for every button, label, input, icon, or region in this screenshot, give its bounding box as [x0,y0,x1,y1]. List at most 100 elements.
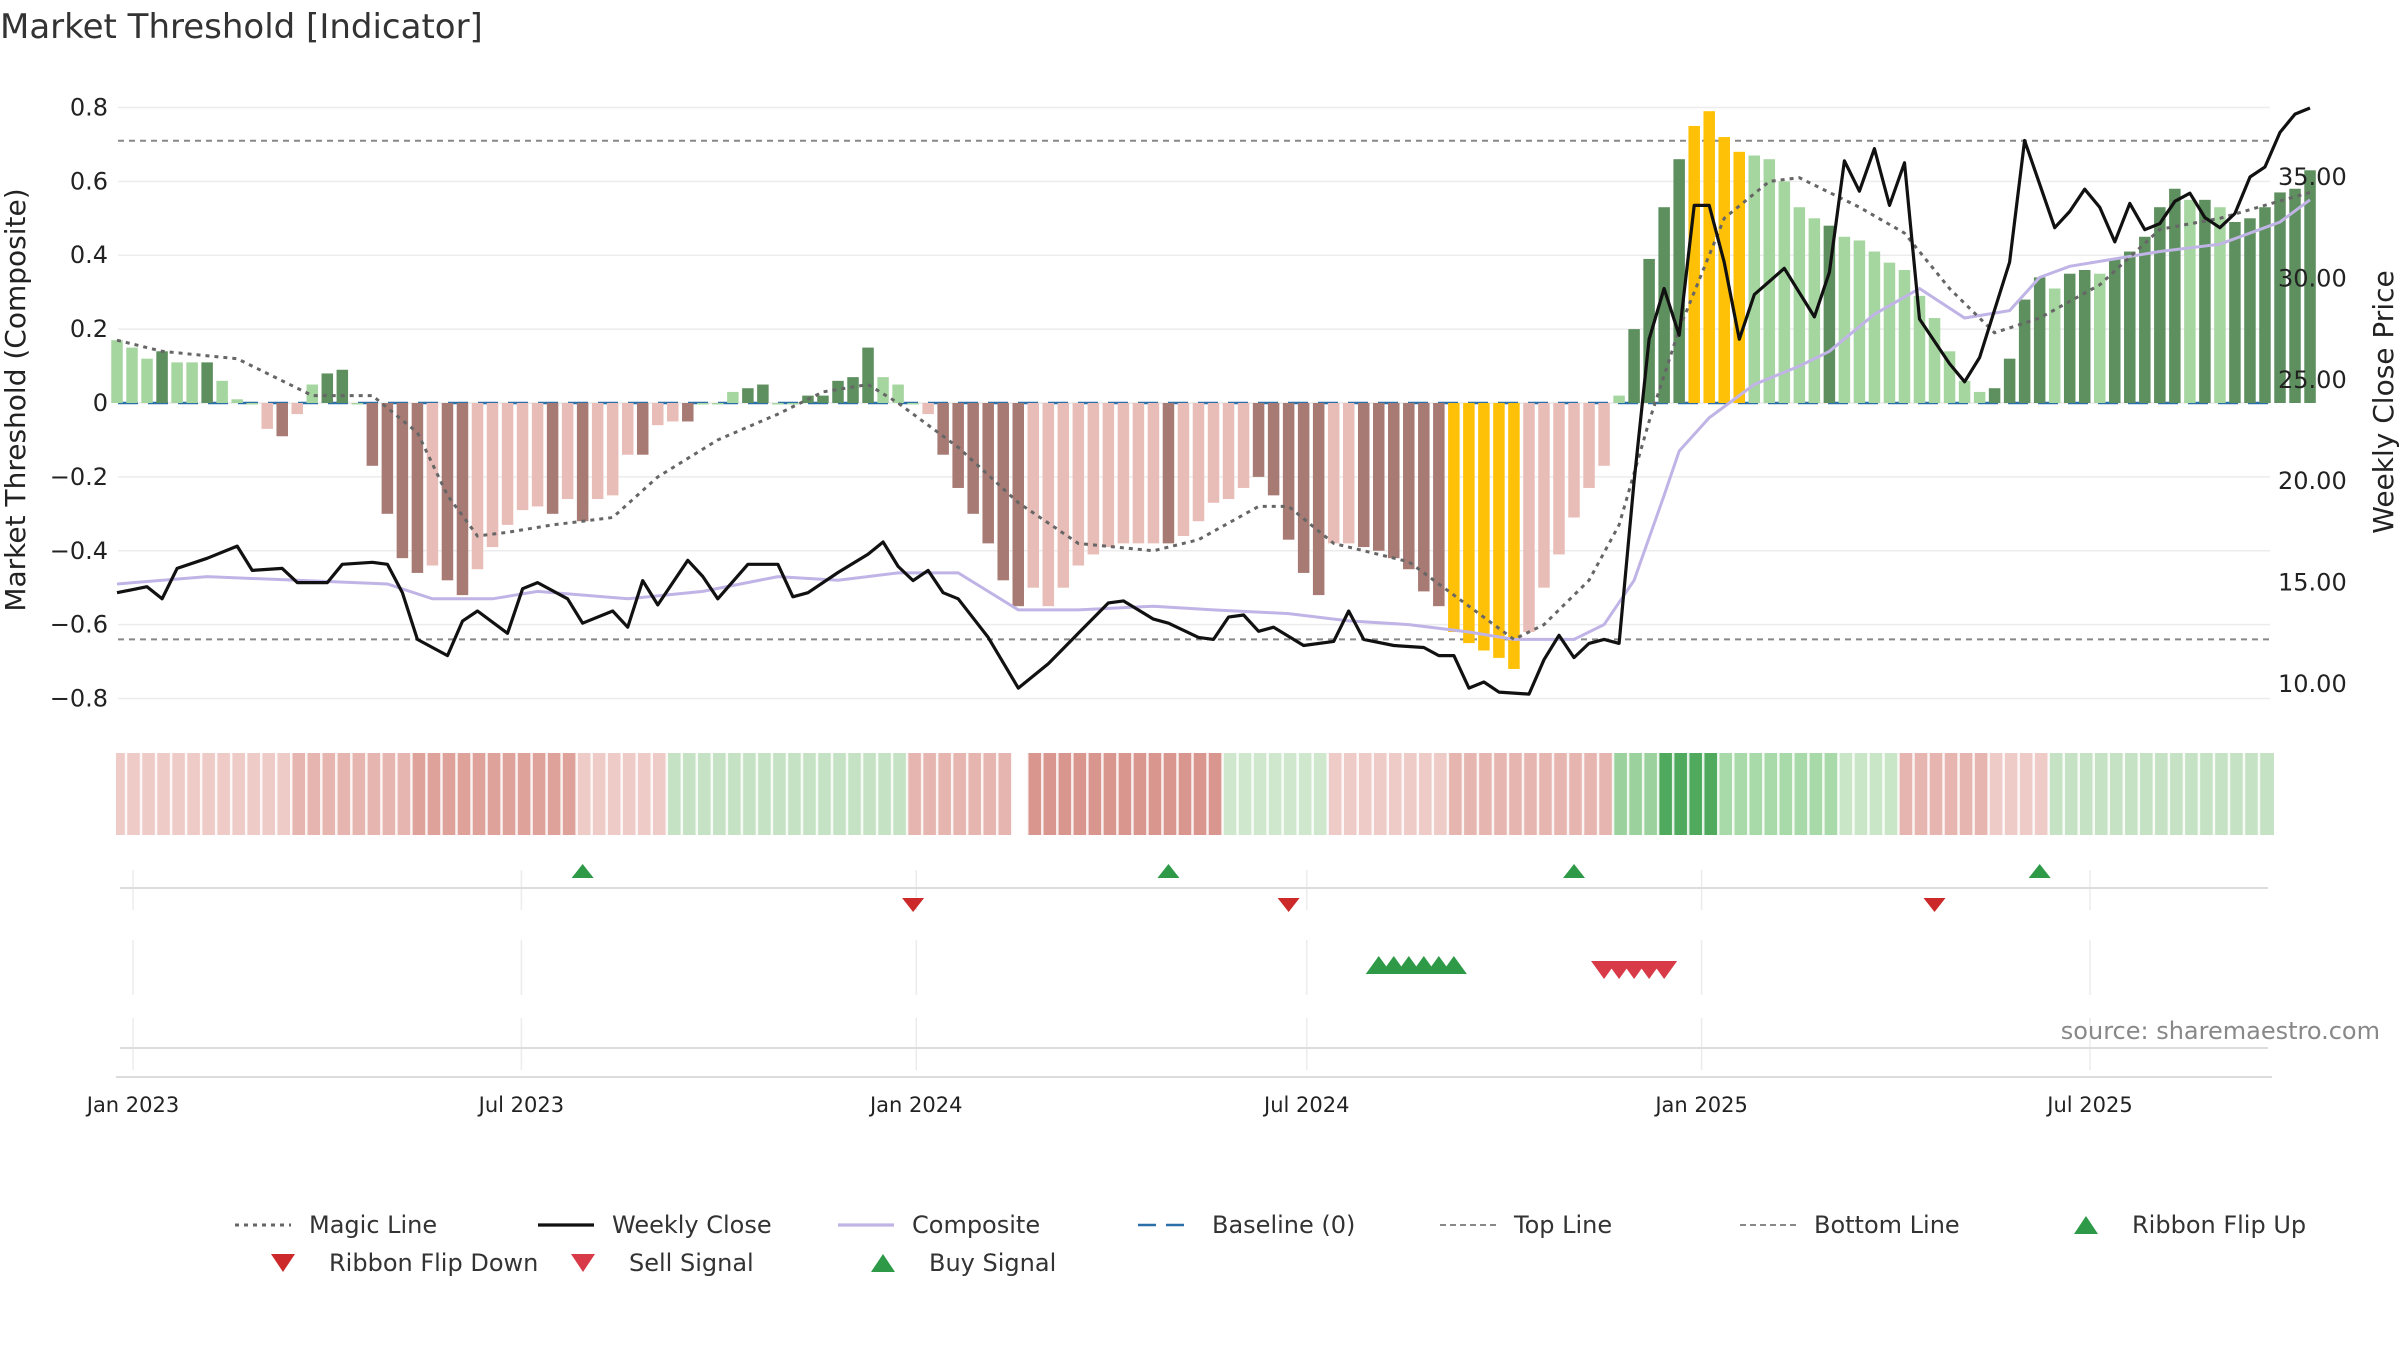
composite-bar [1598,403,1610,466]
y-tick-label: −0.4 [50,537,108,565]
reference-lines [118,139,2270,641]
composite-line [116,198,2311,641]
composite-bar [1327,403,1340,544]
composite-bar [1688,125,1700,403]
composite-bar [757,384,769,403]
composite-bar [2274,192,2286,403]
composite-bar [997,403,1009,581]
composite-bar [351,403,364,405]
composite-bar [787,403,799,405]
composite-bar [2048,288,2061,403]
y2-tick-label: 30.00 [2278,264,2347,292]
composite-bar [2078,270,2091,403]
composite-bar [1973,391,1986,403]
y2-tick-label: 15.00 [2278,569,2347,597]
composite-bar [727,391,739,403]
composite-bar [2124,251,2136,403]
x-tick-label: Jan 2024 [868,1093,963,1117]
composite-bar [1913,295,1926,403]
y-axis-label: Market Threshold (Composite) [0,188,32,611]
composite-bar [1538,403,1550,588]
composite-bar [1673,159,1685,403]
y-tick-label: 0.6 [70,167,108,195]
composite-bar [1042,403,1055,607]
legend-item: Top Line [1440,1211,1612,1239]
composite-bar [306,384,319,403]
composite-bar [396,403,409,559]
composite-bar [2229,221,2241,403]
composite-bar [1553,403,1565,555]
composite-bar [336,369,349,403]
legend-item: Magic Line [235,1211,437,1239]
legend-item: Sell Signal [571,1249,754,1277]
y2-tick-label: 20.00 [2278,467,2347,495]
legend-label: Weekly Close [612,1211,772,1239]
composite-bar [321,373,334,403]
composite-bar [561,403,574,500]
composite-bar [2139,236,2151,403]
composite-bar [1418,403,1430,592]
composite-bar [1267,403,1280,496]
y2-tick-label: 25.00 [2278,366,2347,394]
composite-bar [1643,258,1655,403]
composite-bar [1162,403,1175,544]
composite-bar [1177,403,1190,536]
composite-bar [1793,207,1806,403]
y-tick-label: −0.6 [50,611,108,639]
composite-bar [1658,207,1670,403]
composite-bar [1988,388,2001,403]
composite-bar [967,403,979,514]
composite-bar [486,403,499,548]
composite-bar [2169,188,2181,403]
composite-bar [1117,403,1130,544]
magic-line [116,176,2311,642]
series-lines [116,106,2311,696]
composite-bar [1838,236,1851,403]
composite-bar [1853,240,1866,403]
composite-bar [652,403,664,426]
composite-bar [126,347,138,403]
ribbon-segment [411,753,577,835]
composite-bar [1748,155,1761,403]
composite-bar [1463,403,1475,644]
composite-bar [171,362,183,403]
composite-bar [1493,403,1505,658]
composite-bar [832,380,844,403]
empty-panel [116,1047,2272,1078]
legend-label: Buy Signal [929,1249,1056,1277]
composite-bar [982,403,994,544]
composite-bar [276,403,288,437]
composite-bar [2289,188,2301,403]
composite-bar [2214,207,2226,403]
composite-bar [1568,403,1580,518]
composite-bar [516,403,529,511]
legend-swatch-triangle-up [2074,1216,2098,1234]
y-tick-label: −0.2 [50,463,108,491]
composite-bar [1192,403,1205,522]
composite-bar [2109,258,2121,403]
composite-bar [1282,403,1295,540]
composite-bar [1928,318,1941,403]
composite-bar [1373,403,1385,551]
composite-bar [501,403,514,525]
legend-label: Ribbon Flip Up [2132,1211,2306,1239]
composite-bar [1943,351,1956,403]
composite-bar [426,403,439,566]
composite-bar [862,347,874,403]
y2-tick-label: 10.00 [2278,670,2347,698]
composite-bar [697,403,709,405]
composite-bar [201,362,213,403]
composite-bar [366,403,379,466]
composite-bar [141,358,153,403]
source-note: source: sharemaestro.com [2061,1017,2380,1045]
legend-item: Composite [838,1211,1040,1239]
composite-bar [216,380,228,403]
legend-item: Ribbon Flip Up [2074,1211,2306,1239]
legend-swatch-triangle-down [571,1254,595,1272]
composite-bar [156,351,168,403]
composite-bar [1027,403,1040,588]
composite-bar [682,403,694,422]
weekly-close-line [116,106,2311,696]
composite-bar [2033,277,2046,403]
composite-bar [1403,403,1415,570]
